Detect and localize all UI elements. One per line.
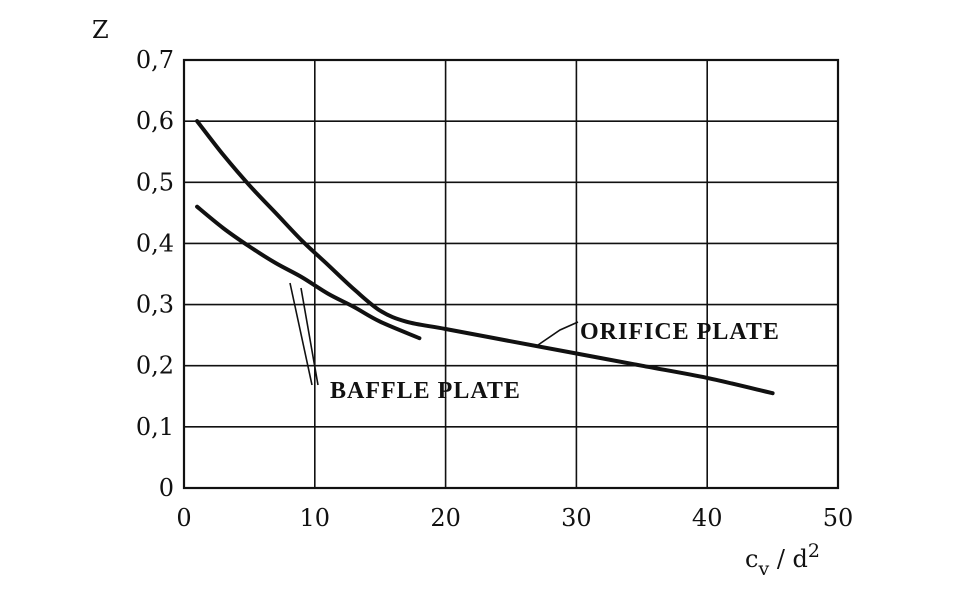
y-tick-label: 0,4	[136, 229, 174, 257]
x-tick-label: 40	[692, 504, 723, 532]
y-tick-label: 0,2	[136, 352, 174, 380]
x-axis-title-base: c	[745, 545, 758, 573]
y-tick-label: 0	[159, 474, 174, 502]
x-tick-label: 30	[561, 504, 592, 532]
y-tick-label: 0,6	[136, 107, 174, 135]
annotation-leaders	[289, 282, 579, 386]
x-axis-title: cv / d2	[745, 540, 820, 580]
orifice-plate-curve	[195, 119, 775, 396]
orifice-plate-leader	[537, 321, 579, 346]
baffle-plate-leader	[300, 287, 319, 386]
x-tick-labels: 0 10 20 30 40 50	[176, 504, 853, 532]
y-tick-label: 0,7	[136, 46, 174, 74]
series-lines	[195, 119, 775, 396]
x-tick-label: 50	[823, 504, 854, 532]
x-tick-label: 20	[430, 504, 461, 532]
y-tick-label: 0,1	[136, 413, 174, 441]
baffle-plate-leader	[289, 282, 313, 386]
x-axis-title-sep: / d	[769, 545, 808, 573]
x-tick-label: 0	[176, 504, 191, 532]
x-tick-label: 10	[300, 504, 331, 532]
baffle-plate-label: BAFFLE PLATE	[330, 378, 521, 404]
x-axis-title-sup: 2	[808, 540, 820, 562]
orifice-plate-label: ORIFICE PLATE	[580, 319, 780, 345]
x-axis-title-sub: v	[757, 558, 769, 580]
baffle-plate-curve	[195, 204, 422, 341]
y-axis-title: Z	[92, 16, 109, 44]
plot-frame	[182, 58, 840, 490]
y-tick-label: 0,3	[136, 291, 174, 319]
y-tick-labels: 0 0,1 0,2 0,3 0,4 0,5 0,6 0,7	[136, 46, 174, 502]
y-tick-label: 0,5	[136, 168, 174, 196]
grid	[183, 59, 839, 489]
